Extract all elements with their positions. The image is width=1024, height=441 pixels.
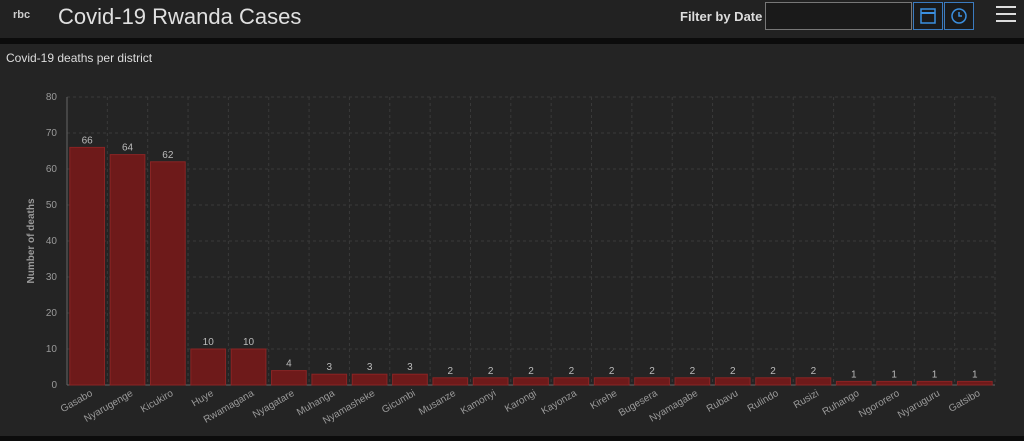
bar <box>392 373 428 386</box>
data-label: 1 <box>932 369 938 380</box>
data-label: 2 <box>770 366 776 377</box>
date-input[interactable] <box>765 2 912 30</box>
bar <box>634 377 670 386</box>
data-label: 66 <box>82 135 94 146</box>
bar <box>835 380 872 386</box>
data-label: 62 <box>162 150 174 161</box>
bar <box>553 377 590 386</box>
app-title: Covid-19 Rwanda Cases <box>58 4 302 29</box>
bar <box>311 373 348 386</box>
x-tick-label: Kirehe <box>589 388 620 412</box>
x-tick-label: Kicukiro <box>139 388 176 416</box>
x-tick-label: Nyaruguru <box>896 388 942 421</box>
data-label: 1 <box>972 369 978 380</box>
x-tick-label: Gatsibo <box>947 388 983 415</box>
x-tick-label: Gicumbi <box>380 388 417 416</box>
bar <box>351 373 388 386</box>
bar <box>109 154 146 386</box>
data-label: 2 <box>730 366 736 377</box>
data-label: 2 <box>690 366 696 377</box>
bar <box>472 377 509 386</box>
x-tick-label: Huye <box>190 388 216 409</box>
data-label: 3 <box>407 362 413 373</box>
x-tick-label: Kamonyi <box>459 388 498 417</box>
bar <box>714 377 751 386</box>
y-tick-label: 30 <box>46 272 58 283</box>
bar <box>876 380 912 386</box>
time-button[interactable] <box>944 2 974 30</box>
y-tick-label: 10 <box>46 344 58 355</box>
bar <box>69 146 106 386</box>
y-tick-label: 40 <box>46 236 58 247</box>
x-tick-label: Ruhango <box>821 388 862 418</box>
filter-label: Filter by Date <box>680 9 763 24</box>
y-tick-label: 50 <box>46 200 58 211</box>
data-label: 10 <box>243 337 255 348</box>
bar <box>916 380 953 386</box>
bar <box>593 377 630 386</box>
bar <box>674 377 711 386</box>
y-tick-label: 70 <box>46 128 58 139</box>
y-tick-label: 80 <box>46 92 58 103</box>
x-tick-label: Kayonza <box>540 388 580 417</box>
data-label: 3 <box>367 362 373 373</box>
calendar-button[interactable] <box>913 2 943 30</box>
data-label: 2 <box>649 366 655 377</box>
y-axis-label: Number of deaths <box>26 198 37 283</box>
data-label: 2 <box>488 366 494 377</box>
chart: Covid-19 deaths per district Number of d… <box>6 51 996 427</box>
menu-button[interactable] <box>996 6 1016 27</box>
data-label: 10 <box>203 337 215 348</box>
x-tick-label: Musanze <box>417 388 458 418</box>
clock-icon <box>951 8 967 24</box>
data-label: 4 <box>286 359 292 370</box>
bar <box>432 377 469 386</box>
y-tick-label: 20 <box>46 308 58 319</box>
data-label: 64 <box>122 143 134 154</box>
data-label: 1 <box>851 369 857 380</box>
bar <box>795 377 832 386</box>
logo: rbc <box>13 9 31 21</box>
bar <box>271 370 307 386</box>
x-tick-label: Ngororero <box>857 388 902 420</box>
bar <box>190 348 227 386</box>
data-label: 2 <box>569 366 575 377</box>
header: rbc Covid-19 Rwanda Cases Filter by Date <box>0 0 1024 38</box>
bar <box>150 161 186 386</box>
x-tick-label: Karongi <box>503 388 538 415</box>
data-label: 2 <box>609 366 615 377</box>
y-tick-label: 0 <box>51 380 57 391</box>
x-tick-label: Rusizi <box>792 388 821 411</box>
x-tick-label: Nyagatare <box>251 388 297 421</box>
y-tick-label: 60 <box>46 164 58 175</box>
data-label: 2 <box>528 366 534 377</box>
data-label: 3 <box>326 362 332 373</box>
x-tick-label: Rulindo <box>746 388 781 415</box>
chart-panel: Covid-19 deaths per district Number of d… <box>0 44 1024 436</box>
x-tick-label: Rubavu <box>705 388 740 415</box>
calendar-icon <box>920 8 936 24</box>
chart-title: Covid-19 deaths per district <box>6 51 153 65</box>
data-label: 2 <box>811 366 817 377</box>
bar <box>230 348 267 386</box>
data-label: 2 <box>448 366 454 377</box>
bar <box>513 377 549 386</box>
bar <box>956 380 993 386</box>
data-label: 1 <box>891 369 897 380</box>
bar <box>755 377 791 386</box>
